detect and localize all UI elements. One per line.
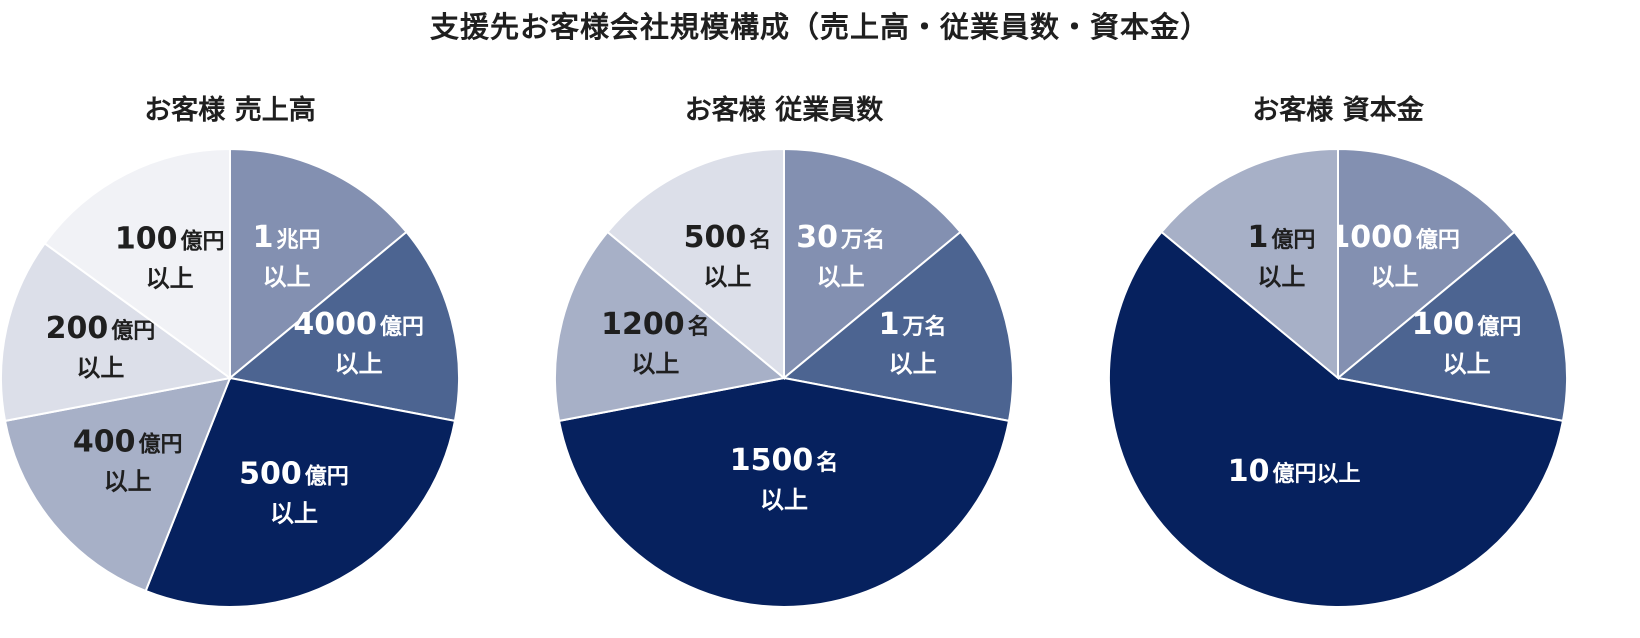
slice-label-suffix: 以上 xyxy=(270,499,318,527)
slice-label-number: 4000 xyxy=(293,307,377,342)
slice-label-number: 1500 xyxy=(730,443,814,478)
page-title: 支援先お客様会社規模構成（売上高・従業員数・資本金） xyxy=(429,10,1210,44)
slice-label-unit: 億円 xyxy=(1271,227,1315,253)
slice-label: 1 億円 xyxy=(1247,220,1315,255)
pie-slice xyxy=(3,376,232,593)
slice-label-unit: 万名 xyxy=(840,227,885,253)
pie-slice xyxy=(1335,230,1568,423)
slice-label: 100 億円 xyxy=(115,222,225,257)
pie-slice xyxy=(144,376,457,608)
pie-slice xyxy=(606,147,785,381)
slice-label-number: 200 xyxy=(46,311,109,346)
pie-slice xyxy=(1108,230,1565,608)
slice-label: 1 万名 xyxy=(879,307,947,342)
slice-label: 1 兆円 xyxy=(253,220,321,255)
slice-label-number: 1 xyxy=(1247,220,1268,255)
slice-label-unit: 億円以上 xyxy=(1272,461,1360,487)
slice-label-number: 10 xyxy=(1228,454,1270,489)
slice-label-number: 100 xyxy=(1412,307,1475,342)
chart-title-revenue: お客様 売上高 xyxy=(144,95,316,126)
slice-label-unit: 名 xyxy=(749,227,771,253)
slice-label-unit: 億円 xyxy=(181,229,225,255)
pie-slice xyxy=(227,230,460,423)
slice-label: 1500 名 xyxy=(730,443,839,478)
pie-slice xyxy=(229,147,408,381)
chart-title-employees: お客様 従業員数 xyxy=(684,95,884,126)
slice-label: 4000 億円 xyxy=(293,307,424,342)
slice-label-number: 100 xyxy=(115,222,178,257)
slice-label-suffix: 以上 xyxy=(146,265,194,293)
slice-label-number: 1 xyxy=(879,307,900,342)
slice-label-suffix: 以上 xyxy=(817,263,865,291)
slice-label-number: 30 xyxy=(796,220,838,255)
pie-slice xyxy=(557,376,1011,608)
slice-label-suffix: 以上 xyxy=(76,354,124,382)
pie-slice xyxy=(554,230,787,423)
slice-label-number: 1000 xyxy=(1329,220,1413,255)
slice-label: 1000 億円 xyxy=(1329,220,1460,255)
slice-label-unit: 億円 xyxy=(111,318,155,344)
pie-slice xyxy=(1160,147,1339,381)
slice-label: 500 億円 xyxy=(239,456,349,491)
slice-label-number: 400 xyxy=(73,425,136,460)
slice-label-suffix: 以上 xyxy=(703,263,751,291)
pie-slice xyxy=(0,242,233,423)
slice-label-unit: 億円 xyxy=(1416,227,1460,253)
chart-title-capital: お客様 資本金 xyxy=(1252,95,1424,126)
slice-label-unit: 億円 xyxy=(380,314,424,340)
slice-label-suffix: 以上 xyxy=(1371,263,1419,291)
slice-label: 200 億円 xyxy=(46,311,156,346)
slice-label-number: 1 xyxy=(253,220,274,255)
slice-label-unit: 万名 xyxy=(902,314,947,340)
slice-label-unit: 億円 xyxy=(305,463,349,489)
slice-label: 400 億円 xyxy=(73,425,183,460)
slice-label: 500 名 xyxy=(684,220,772,255)
slice-label-suffix: 以上 xyxy=(104,468,152,496)
slice-label-suffix: 以上 xyxy=(889,350,937,378)
slice-label: 10 億円以上 xyxy=(1228,454,1361,489)
slice-label-unit: 億円 xyxy=(139,432,183,458)
slice-label-suffix: 以上 xyxy=(631,350,679,378)
slice-label-number: 1200 xyxy=(601,307,685,342)
slice-label-suffix: 以上 xyxy=(335,350,383,378)
slice-label: 100 億円 xyxy=(1412,307,1522,342)
slice-label-suffix: 以上 xyxy=(263,263,311,291)
slice-label-suffix: 以上 xyxy=(1257,263,1305,291)
slice-label: 1200 名 xyxy=(601,307,710,342)
pie-slice xyxy=(783,147,962,381)
slice-label: 30 万名 xyxy=(796,220,885,255)
slice-label-unit: 名 xyxy=(816,450,838,476)
slice-label-unit: 兆円 xyxy=(277,228,321,253)
slice-label-suffix: 以上 xyxy=(1443,350,1491,378)
pie-slice xyxy=(1337,147,1516,381)
slice-label-number: 500 xyxy=(239,456,302,491)
slice-label-suffix: 以上 xyxy=(760,486,808,514)
pie-slice xyxy=(43,147,231,380)
slice-label-unit: 名 xyxy=(688,314,710,340)
slice-label-unit: 億円 xyxy=(1477,314,1521,340)
slice-label-number: 500 xyxy=(684,220,747,255)
pie-slice xyxy=(781,230,1014,423)
